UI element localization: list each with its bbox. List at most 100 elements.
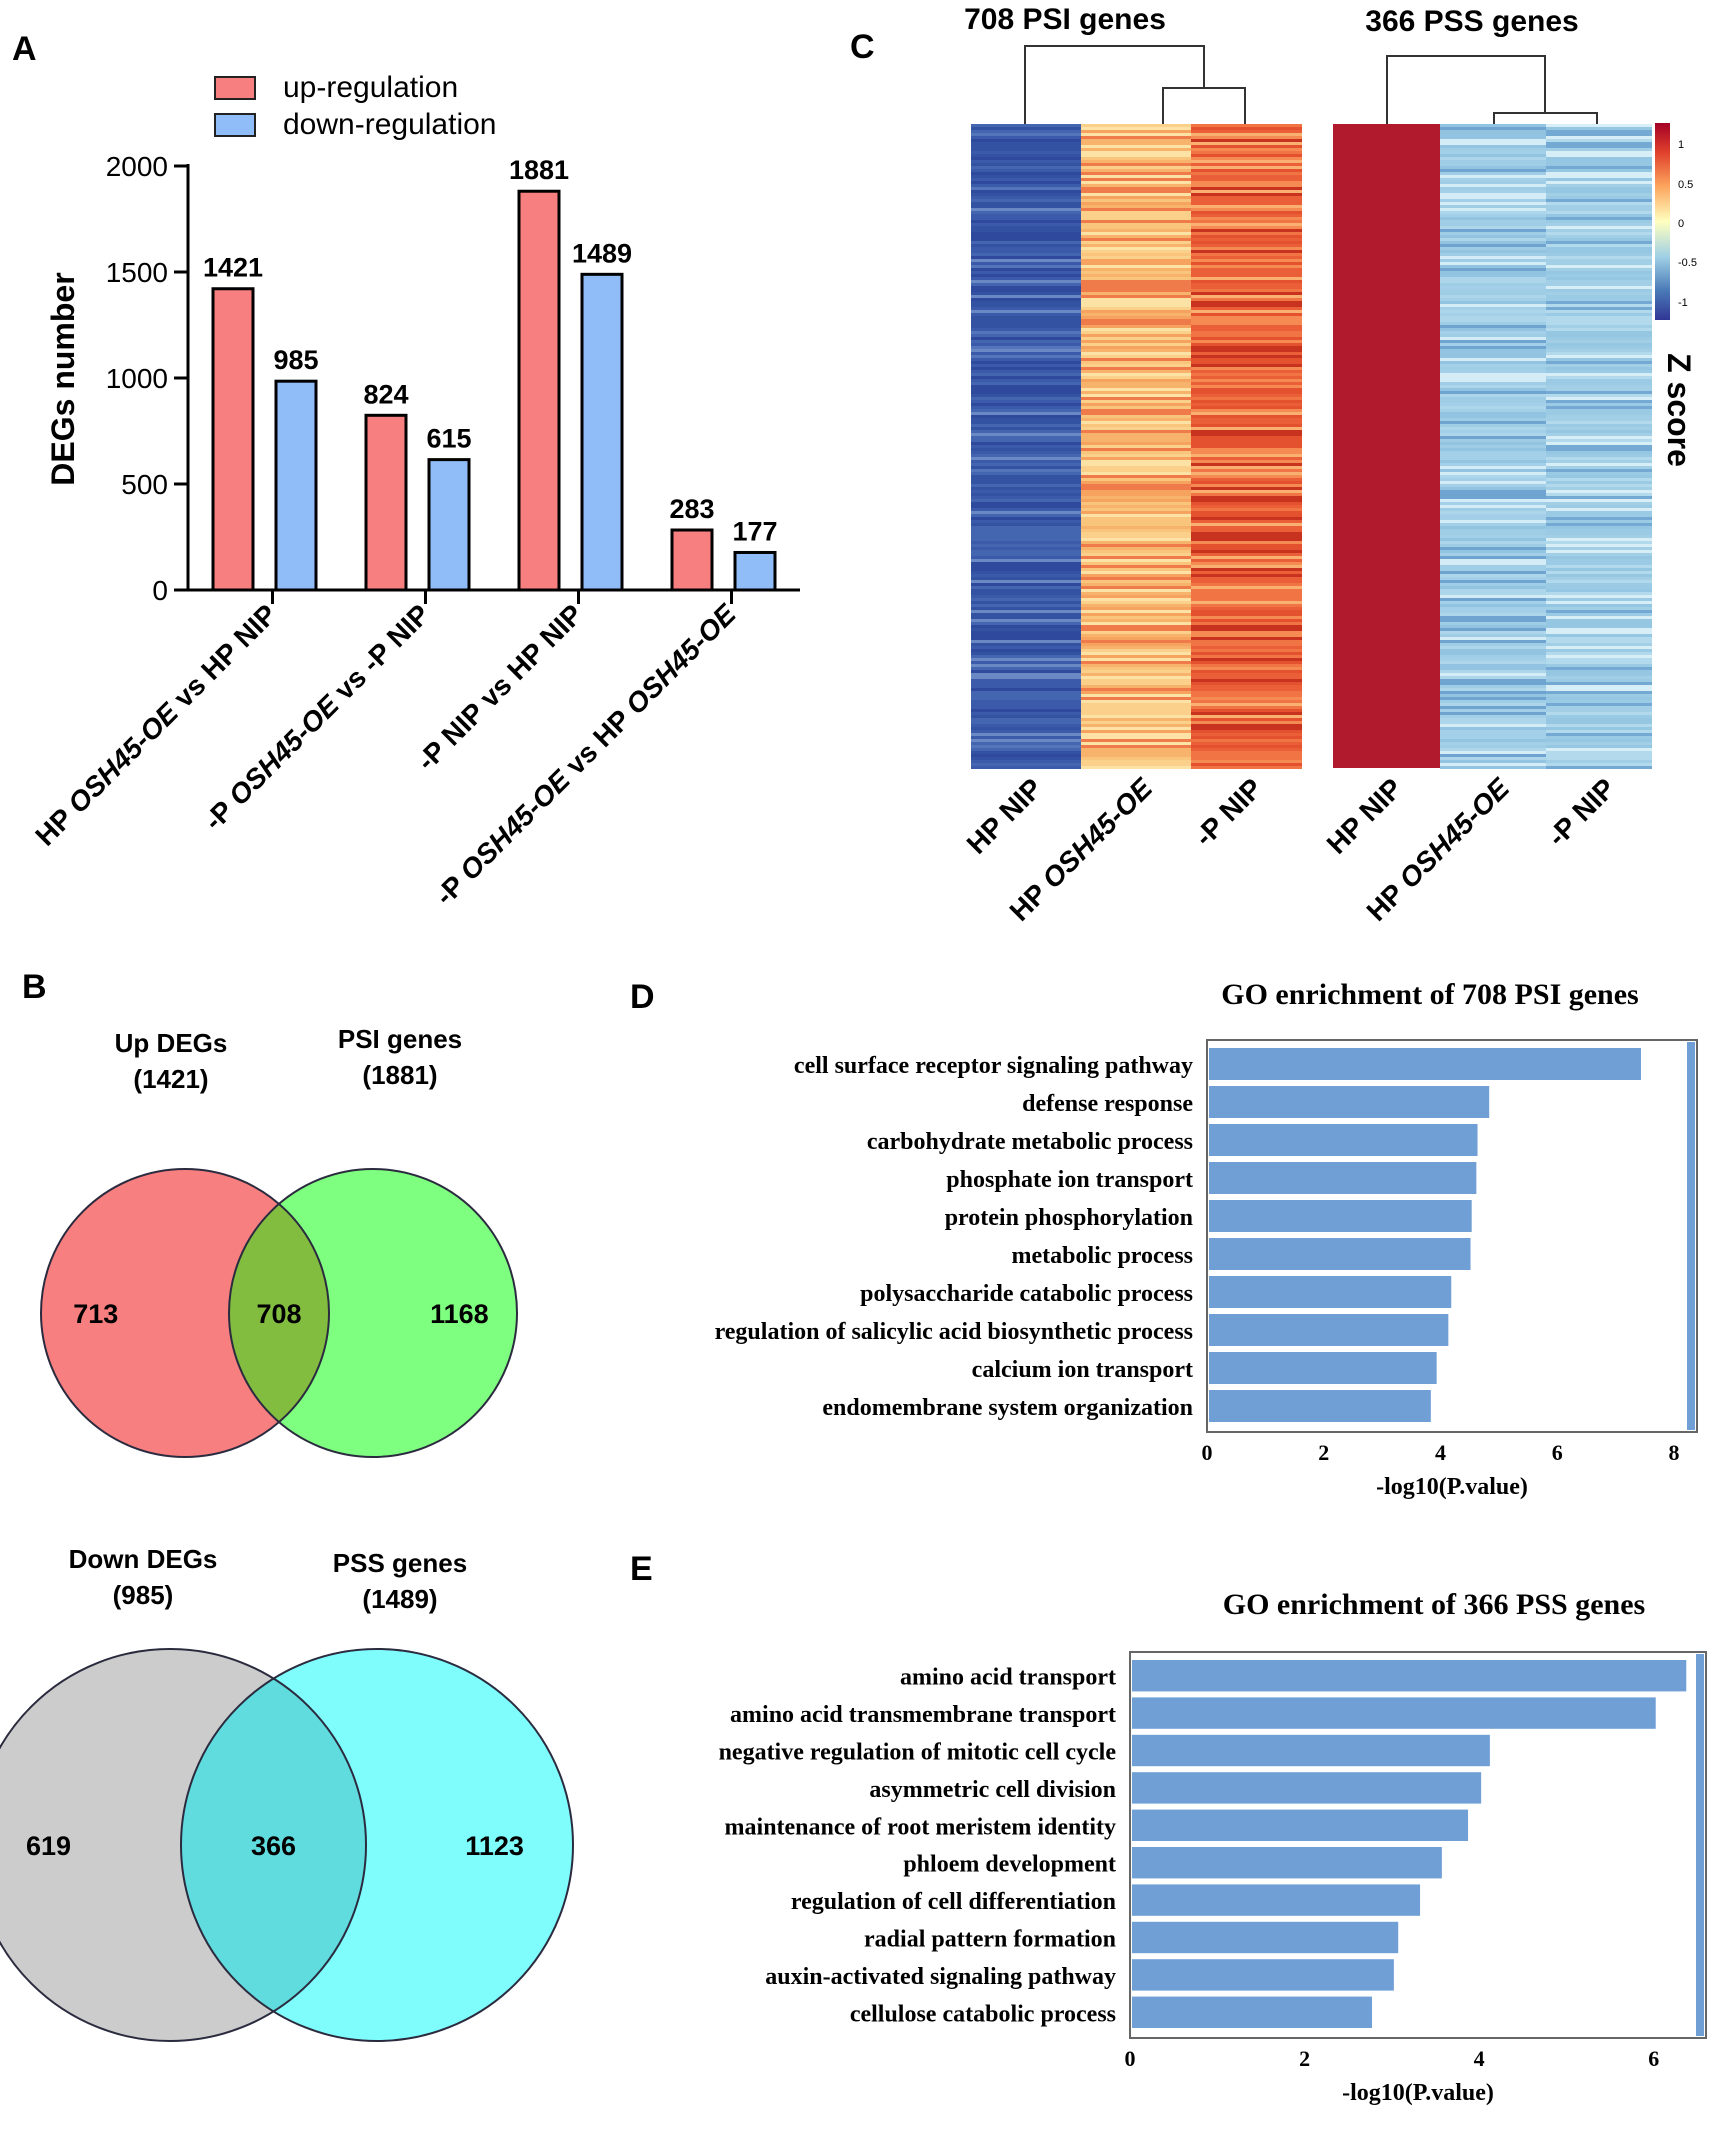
heatmap-cell-row — [1440, 694, 1546, 697]
heatmap-cell-row — [1191, 598, 1302, 601]
heatmap-cell-row — [1191, 745, 1302, 748]
heatmap-cell-row — [1546, 226, 1652, 229]
heatmap-cell-row — [1546, 244, 1652, 247]
heatmap-cell-row — [1081, 469, 1191, 472]
go-chart-psi: GO enrichment of 708 PSI genes cell surfa… — [715, 978, 1698, 1500]
heatmap-cell-row — [1546, 205, 1652, 208]
go-term-label: metabolic process — [1011, 1243, 1193, 1269]
heatmap-cell-row — [1440, 703, 1546, 706]
heatmap-cell-row — [1081, 178, 1191, 181]
heatmap-cell-row — [1081, 673, 1191, 676]
heatmap-cell-row — [1440, 322, 1546, 325]
heatmap-cell-row — [971, 163, 1081, 166]
heatmap-cell-row — [1191, 166, 1302, 169]
heatmap-cell-row — [1191, 751, 1302, 754]
heatmap-cell-row — [1440, 142, 1546, 145]
heatmap-cell-row — [1546, 568, 1652, 571]
heatmap-cell-row — [971, 430, 1081, 433]
heatmap-cell-row — [1440, 337, 1546, 340]
heatmap-cell-row — [1440, 418, 1546, 421]
heatmap-cell-row — [971, 274, 1081, 277]
heatmap-cell-row — [1081, 193, 1191, 196]
heatmap-cell-row — [1191, 718, 1302, 721]
heatmap-cell-row — [1191, 382, 1302, 385]
heatmap-cell-row — [1081, 187, 1191, 190]
heatmap-cell-row — [1081, 685, 1191, 688]
heatmap-cell-row — [971, 757, 1081, 760]
heatmap-cell-row — [1191, 127, 1302, 130]
heatmap-cell-row — [971, 658, 1081, 661]
heatmap-cell-row — [1546, 403, 1652, 406]
heatmap-cell-row — [971, 670, 1081, 673]
heatmap-cell-row — [1191, 595, 1302, 598]
venn-right-only-value: 1168 — [430, 1299, 489, 1329]
heatmap-cell-row — [1546, 508, 1652, 511]
heatmap-cell-row — [1440, 358, 1546, 361]
go-term-label: regulation of cell differentiation — [791, 1889, 1116, 1915]
heatmap-cell-row — [1191, 424, 1302, 427]
heatmap-cell-row — [971, 742, 1081, 745]
heatmap-cell-row — [1081, 352, 1191, 355]
heatmap-cell-row — [1440, 325, 1546, 328]
heatmap-cell-row — [1546, 193, 1652, 196]
x-category-label: -P NIP vs HP NIP — [411, 598, 589, 776]
heatmap-cell-row — [1440, 442, 1546, 445]
heatmap-cell-row — [971, 361, 1081, 364]
heatmap-cell-row — [1191, 457, 1302, 460]
heatmap-cell-row — [1191, 547, 1302, 550]
heatmap-cell-row — [1440, 601, 1546, 604]
heatmap-cell-row — [1546, 487, 1652, 490]
heatmap-cell-row — [1191, 628, 1302, 631]
heatmap-cell-row — [971, 736, 1081, 739]
heatmap-cell-row — [1546, 361, 1652, 364]
legend-swatch-down — [214, 113, 256, 137]
heatmap-cell-row — [1440, 268, 1546, 271]
heatmap-cell-row — [1081, 160, 1191, 163]
heatmap-cell-row — [971, 652, 1081, 655]
heatmap-cell-row — [1440, 589, 1546, 592]
heatmap-cell-row — [1440, 217, 1546, 220]
heatmap-cell-row — [1440, 625, 1546, 628]
heatmap-cell-row — [1191, 679, 1302, 682]
label-part: vs HP — [554, 698, 642, 786]
heatmap-cell-row — [1440, 691, 1546, 694]
heatmap-cell-row — [1440, 607, 1546, 610]
heatmap-cell-row — [971, 595, 1081, 598]
label-part: vs HP NIP — [162, 598, 283, 719]
heatmap-cell-row — [971, 694, 1081, 697]
go-bar — [1132, 1884, 1421, 1916]
go-bar — [1132, 1996, 1373, 2028]
heatmap-cell-row — [1081, 166, 1191, 169]
heatmap-cell-row — [1191, 232, 1302, 235]
heatmap-cell-row — [1440, 454, 1546, 457]
heatmap-cell-row — [1546, 604, 1652, 607]
heatmap-cell-row — [1440, 388, 1546, 391]
heatmap-cell-row — [1546, 340, 1652, 343]
heatmap-cell-row — [1546, 424, 1652, 427]
heatmap-cell-row — [1191, 400, 1302, 403]
heatmap-cell-row — [1440, 181, 1546, 184]
heatmap-cell-row — [1546, 256, 1652, 259]
heatmap-cell-row — [1440, 193, 1546, 196]
go-term-label: endomembrane system organization — [822, 1395, 1193, 1421]
heatmap-cell-row — [1081, 340, 1191, 343]
heatmap-cell-row — [971, 463, 1081, 466]
heatmap-cell-row — [971, 748, 1081, 751]
heatmap-cell-row — [1191, 403, 1302, 406]
heatmap-cell-row — [1191, 505, 1302, 508]
heatmap-cell-row — [971, 700, 1081, 703]
heatmap-cell-row — [1191, 283, 1302, 286]
go-term-label: negative regulation of mitotic cell cycl… — [719, 1740, 1117, 1766]
heatmap-cell-row — [1440, 229, 1546, 232]
label-part: OSH45-OE — [62, 696, 185, 819]
heatmap-cell-row — [1191, 481, 1302, 484]
heatmap-cell-row — [1081, 544, 1191, 547]
colorbar-tick: -0.5 — [1678, 257, 1697, 269]
heatmap-cell-row — [971, 649, 1081, 652]
heatmap-cell-row — [1191, 715, 1302, 718]
heatmap-cell-row — [1191, 355, 1302, 358]
heatmap-cell-row — [971, 325, 1081, 328]
heatmap-cell-row — [1546, 376, 1652, 379]
heatmap-cell-row — [1081, 223, 1191, 226]
heatmap-cell-row — [1546, 253, 1652, 256]
